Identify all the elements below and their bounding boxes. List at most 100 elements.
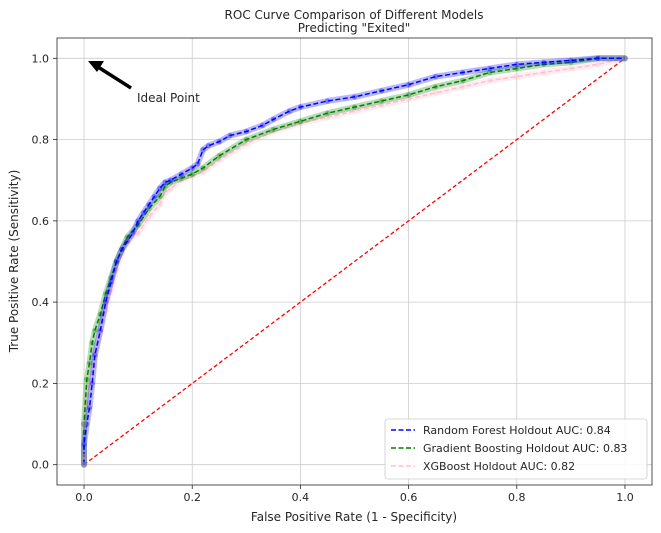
y-tick-label: 0.6 bbox=[32, 215, 50, 228]
roc-band-gradient-boosting bbox=[81, 55, 625, 465]
roc-point-random-forest bbox=[146, 202, 152, 208]
y-tick-label: 0.4 bbox=[32, 296, 50, 309]
roc-point-random-forest bbox=[460, 69, 466, 76]
roc-point-xgboost bbox=[487, 78, 493, 84]
roc-point-random-forest bbox=[162, 179, 168, 185]
legend-label-random-forest: Random Forest Holdout AUC: 0.84 bbox=[423, 424, 611, 437]
roc-point-gradient-boosting bbox=[189, 171, 195, 177]
x-tick-label: 0.2 bbox=[183, 491, 201, 504]
roc-point-xgboost bbox=[162, 189, 168, 196]
roc-point-random-forest bbox=[216, 139, 222, 145]
roc-point-random-forest bbox=[189, 165, 195, 171]
chance-line bbox=[83, 57, 626, 466]
roc-point-random-forest bbox=[227, 132, 233, 139]
y-tick-label: 0.2 bbox=[32, 377, 50, 390]
roc-point-xgboost bbox=[216, 157, 222, 163]
roc-point-random-forest bbox=[205, 143, 212, 149]
roc-point-gradient-boosting bbox=[84, 376, 90, 382]
roc-point-xgboost bbox=[146, 214, 152, 220]
roc-point-random-forest bbox=[97, 327, 103, 334]
roc-point-random-forest bbox=[167, 177, 174, 183]
roc-point-random-forest bbox=[324, 98, 331, 104]
roc-point-random-forest bbox=[86, 405, 93, 411]
roc-point-gradient-boosting bbox=[487, 69, 493, 76]
series-gradient-boosting bbox=[81, 55, 628, 468]
roc-point-xgboost bbox=[351, 108, 358, 114]
roc-point-random-forest bbox=[568, 57, 574, 63]
series-random-forest bbox=[81, 55, 628, 468]
endpoint-marker bbox=[621, 55, 629, 62]
ideal-point-label: Ideal Point bbox=[137, 91, 200, 105]
roc-point-gradient-boosting bbox=[460, 78, 466, 84]
endpoint-marker bbox=[80, 461, 88, 468]
roc-point-random-forest bbox=[514, 61, 520, 68]
roc-point-xgboost bbox=[135, 230, 141, 236]
roc-point-random-forest bbox=[243, 128, 249, 135]
plot-frame bbox=[56, 37, 653, 486]
roc-point-gradient-boosting bbox=[433, 84, 439, 90]
roc-point-gradient-boosting bbox=[200, 165, 206, 171]
roc-point-random-forest bbox=[433, 74, 439, 80]
roc-point-random-forest bbox=[119, 246, 125, 252]
roc-point-random-forest bbox=[108, 279, 114, 285]
endpoint-marker bbox=[80, 420, 88, 428]
roc-point-random-forest bbox=[113, 258, 120, 265]
roc-point-xgboost bbox=[541, 69, 547, 76]
roc-point-gradient-boosting bbox=[297, 118, 304, 124]
y-axis-label: True Positive Rate (Sensitivity) bbox=[7, 170, 21, 354]
ideal-point-arrow-shaft bbox=[97, 65, 132, 90]
roc-point-gradient-boosting bbox=[89, 340, 95, 346]
roc-point-random-forest bbox=[286, 108, 293, 114]
chart-subtitle: Predicting "Exited" bbox=[298, 21, 410, 35]
roc-point-gradient-boosting bbox=[378, 98, 385, 104]
roc-point-gradient-boosting bbox=[351, 104, 358, 110]
y-tick-label: 0.0 bbox=[32, 459, 50, 472]
roc-point-gradient-boosting bbox=[157, 193, 163, 200]
roc-point-gradient-boosting bbox=[243, 136, 249, 143]
roc-point-random-forest bbox=[140, 210, 147, 216]
roc-point-xgboost bbox=[568, 65, 574, 72]
roc-point-xgboost bbox=[324, 114, 331, 120]
roc-point-xgboost bbox=[178, 177, 185, 183]
roc-point-random-forest bbox=[595, 55, 601, 61]
grid-lines bbox=[57, 38, 652, 485]
roc-point-gradient-boosting bbox=[514, 65, 520, 72]
roc-point-random-forest bbox=[405, 82, 412, 88]
roc-point-xgboost bbox=[514, 74, 520, 80]
roc-point-random-forest bbox=[378, 88, 385, 94]
ideal-point-arrow-head bbox=[88, 61, 104, 72]
chart-title: ROC Curve Comparison of Different Models bbox=[225, 8, 484, 22]
x-tick-label: 1.0 bbox=[616, 491, 634, 504]
roc-point-gradient-boosting bbox=[97, 311, 103, 317]
roc-point-xgboost bbox=[270, 128, 276, 135]
roc-line-xgboost bbox=[83, 57, 626, 465]
x-tick-label: 0.8 bbox=[508, 491, 526, 504]
roc-point-random-forest bbox=[157, 185, 163, 191]
roc-point-gradient-boosting bbox=[178, 175, 185, 181]
series-group bbox=[80, 55, 629, 468]
y-tick-label: 1.0 bbox=[32, 52, 50, 65]
roc-point-xgboost bbox=[595, 61, 601, 68]
roc-point-xgboost bbox=[405, 96, 412, 102]
roc-point-random-forest bbox=[135, 218, 141, 224]
roc-point-xgboost bbox=[92, 352, 98, 358]
roc-point-gradient-boosting bbox=[568, 59, 574, 65]
roc-point-random-forest bbox=[178, 171, 185, 177]
roc-point-xgboost bbox=[167, 185, 174, 191]
roc-point-random-forest bbox=[200, 147, 206, 153]
roc-point-xgboost bbox=[157, 202, 163, 208]
ideal-point-annotation: Ideal Point bbox=[88, 61, 200, 105]
roc-point-gradient-boosting bbox=[103, 291, 109, 297]
roc-point-xgboost bbox=[86, 380, 93, 387]
x-tick-label: 0.6 bbox=[400, 491, 418, 504]
roc-point-gradient-boosting bbox=[324, 110, 331, 116]
roc-point-xgboost bbox=[378, 102, 385, 108]
roc-point-random-forest bbox=[487, 65, 493, 72]
roc-point-random-forest bbox=[124, 238, 130, 244]
legend-label-xgboost: XGBoost Holdout AUC: 0.82 bbox=[423, 460, 575, 473]
roc-point-random-forest bbox=[195, 161, 201, 167]
roc-point-random-forest bbox=[270, 116, 276, 122]
roc-point-random-forest bbox=[89, 380, 95, 387]
x-tick-label: 0.4 bbox=[292, 491, 310, 504]
